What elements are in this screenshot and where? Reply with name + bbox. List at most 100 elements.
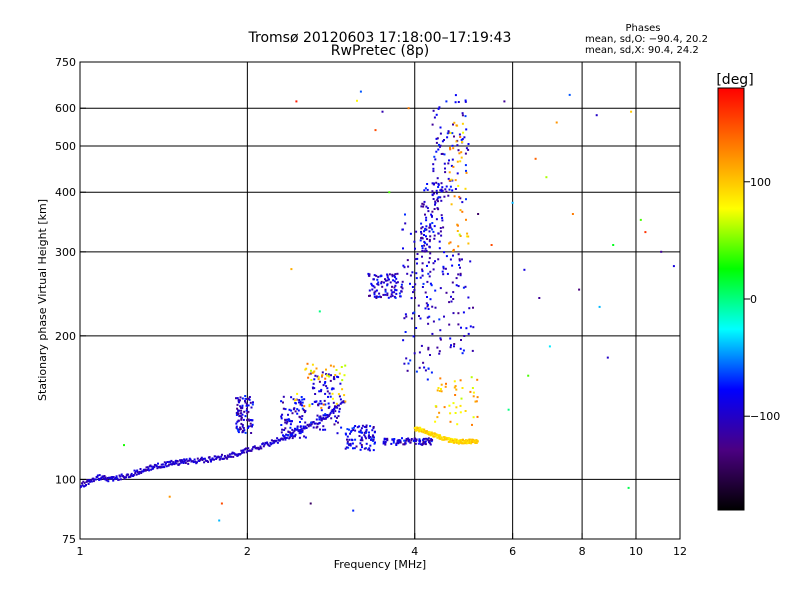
o-echo-point — [423, 244, 426, 247]
o-trace-point — [178, 462, 181, 465]
o-echo-point — [367, 272, 370, 275]
o-echo-point — [240, 422, 243, 425]
o-trace-point — [82, 480, 85, 483]
o-echo-point — [238, 428, 241, 431]
o-echo-point — [318, 380, 321, 383]
phases-x-stats: mean, sd,X: 90.4, 24.2 — [585, 45, 699, 56]
o-trace-point — [183, 458, 186, 461]
colorbar-ticks: 100 0 −100 — [744, 176, 780, 423]
o-echo-point — [453, 345, 455, 348]
o-echo-point — [337, 376, 340, 379]
o-echo-point — [449, 185, 452, 188]
o-echo-point — [419, 443, 422, 446]
o-echo-point — [468, 307, 471, 310]
o-echo-point — [418, 366, 421, 369]
o-echo-point — [291, 437, 294, 440]
o-echo-point — [344, 447, 347, 450]
o-echo-point — [389, 295, 392, 298]
o-echo-point — [429, 354, 431, 356]
o-echo-point — [395, 277, 398, 280]
o-echo-point — [449, 258, 452, 261]
o-echo-point — [241, 413, 244, 416]
o-echo-point — [382, 442, 385, 445]
o-echo-point — [320, 409, 323, 412]
o-trace-point — [293, 429, 296, 432]
o-echo-point — [239, 428, 242, 431]
scatter-point — [490, 244, 493, 246]
o-echo-point — [405, 439, 408, 442]
o-echo-point — [418, 439, 421, 442]
o-echo-point — [432, 109, 435, 112]
o-echo-point — [451, 158, 454, 161]
o-echo-point — [432, 198, 435, 200]
o-echo-point — [240, 417, 243, 420]
x-trace-point — [415, 428, 418, 431]
x-echo-point — [464, 187, 467, 190]
x-echo-point — [472, 391, 475, 394]
o-echo-point — [426, 280, 429, 283]
o-echo-point — [439, 287, 442, 290]
o-trace-point — [284, 438, 287, 441]
o-echo-point — [368, 431, 370, 434]
o-echo-point — [421, 274, 424, 277]
x-echo-point — [465, 235, 468, 238]
o-echo-point — [316, 414, 319, 417]
o-echo-point — [240, 406, 242, 409]
o-echo-point — [336, 432, 339, 435]
o-echo-point — [434, 200, 437, 203]
o-echo-point — [402, 264, 405, 267]
o-echo-point — [418, 351, 421, 354]
scatter-point — [639, 218, 642, 221]
o-echo-point — [371, 429, 374, 432]
x-trace-point — [418, 430, 421, 433]
o-echo-point — [425, 228, 428, 231]
o-echo-point — [323, 382, 326, 385]
o-echo-point — [294, 410, 297, 413]
o-trace-point — [170, 459, 173, 462]
x-trace-point — [438, 434, 441, 437]
o-trace-point — [211, 457, 214, 460]
o-echo-point — [322, 425, 325, 428]
o-echo-point — [431, 190, 434, 193]
o-trace-point — [155, 465, 158, 468]
o-echo-point — [461, 138, 464, 141]
o-echo-point — [414, 296, 416, 299]
x-echo-point — [308, 373, 311, 376]
o-trace-point — [219, 457, 222, 460]
o-trace-point — [100, 477, 103, 480]
o-echo-point — [456, 144, 459, 147]
o-echo-point — [438, 350, 441, 353]
o-trace-point — [153, 466, 156, 469]
o-echo-point — [393, 280, 396, 283]
x-echo-point — [470, 376, 473, 379]
o-trace-point — [160, 463, 163, 466]
o-echo-point — [316, 375, 319, 378]
x-tick-label: 6 — [509, 545, 516, 558]
o-echo-point — [437, 196, 440, 199]
o-echo-point — [348, 443, 351, 446]
o-echo-point — [389, 281, 392, 284]
o-echo-point — [292, 398, 295, 401]
o-trace-point — [223, 457, 226, 460]
o-echo-point — [434, 260, 436, 263]
o-echo-point — [417, 442, 420, 445]
o-echo-point — [345, 446, 348, 449]
o-echo-point — [422, 442, 425, 445]
o-echo-point — [404, 222, 407, 225]
o-echo-point — [360, 444, 363, 446]
o-echo-point — [447, 130, 450, 133]
x-trace-point — [436, 436, 439, 439]
o-echo-point — [445, 291, 448, 294]
o-echo-point — [301, 401, 304, 404]
o-trace-point — [160, 466, 163, 469]
o-echo-point — [403, 439, 406, 442]
o-trace-point — [218, 456, 221, 459]
o-echo-point — [462, 349, 465, 352]
o-echo-point — [437, 186, 440, 188]
o-echo-point — [298, 401, 300, 404]
o-echo-point — [318, 418, 321, 421]
x-echo-point — [307, 376, 310, 379]
o-echo-point — [457, 253, 460, 256]
o-echo-point — [247, 426, 249, 429]
o-echo-point — [331, 409, 334, 412]
